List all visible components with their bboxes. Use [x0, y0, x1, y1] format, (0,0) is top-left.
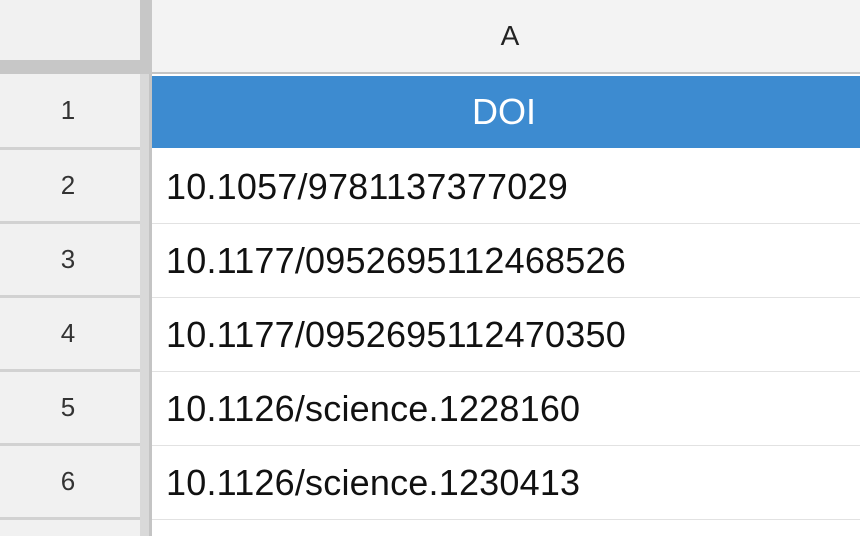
frozen-column-divider[interactable]: [140, 0, 152, 74]
cell-a7[interactable]: [152, 520, 860, 536]
column-header-a[interactable]: A: [152, 0, 860, 74]
cell-a4[interactable]: 10.1177/0952695112470350: [152, 298, 860, 372]
row-header-1[interactable]: 1: [0, 74, 140, 150]
row-header-2[interactable]: 2: [0, 150, 140, 224]
row-number: 6: [60, 466, 76, 496]
column-header-label: A: [500, 20, 520, 51]
cell-a6[interactable]: 10.1126/science.1230413: [152, 446, 860, 520]
cell-value: DOI: [471, 90, 536, 132]
frozen-row-divider[interactable]: [0, 60, 152, 74]
cell-a2[interactable]: 10.1057/9781137377029: [152, 150, 860, 224]
row-header-4[interactable]: 4: [0, 298, 140, 372]
cell-a3[interactable]: 10.1177/0952695112468526: [152, 224, 860, 298]
cell-a5[interactable]: 10.1126/science.1228160: [152, 372, 860, 446]
row-gutter-edge: [149, 74, 152, 536]
cell-value: 10.1177/0952695112470350: [166, 313, 626, 355]
select-all-corner[interactable]: [0, 0, 140, 60]
cell-value: 10.1177/0952695112468526: [166, 239, 626, 281]
row-number: 5: [60, 392, 76, 422]
row-number: 2: [60, 170, 76, 200]
row-header-6[interactable]: 6: [0, 446, 140, 520]
row-header-7[interactable]: [0, 520, 140, 536]
cell-value: 10.1126/science.1228160: [166, 387, 581, 429]
row-number: 3: [60, 244, 76, 274]
row-header-3[interactable]: 3: [0, 224, 140, 298]
row-header-5[interactable]: 5: [0, 372, 140, 446]
row-number: 4: [60, 318, 76, 348]
row-number: 1: [60, 95, 76, 125]
cell-a1[interactable]: DOI: [152, 76, 860, 148]
cell-value: 10.1126/science.1230413: [166, 461, 581, 503]
cell-value: 10.1057/9781137377029: [166, 165, 568, 207]
